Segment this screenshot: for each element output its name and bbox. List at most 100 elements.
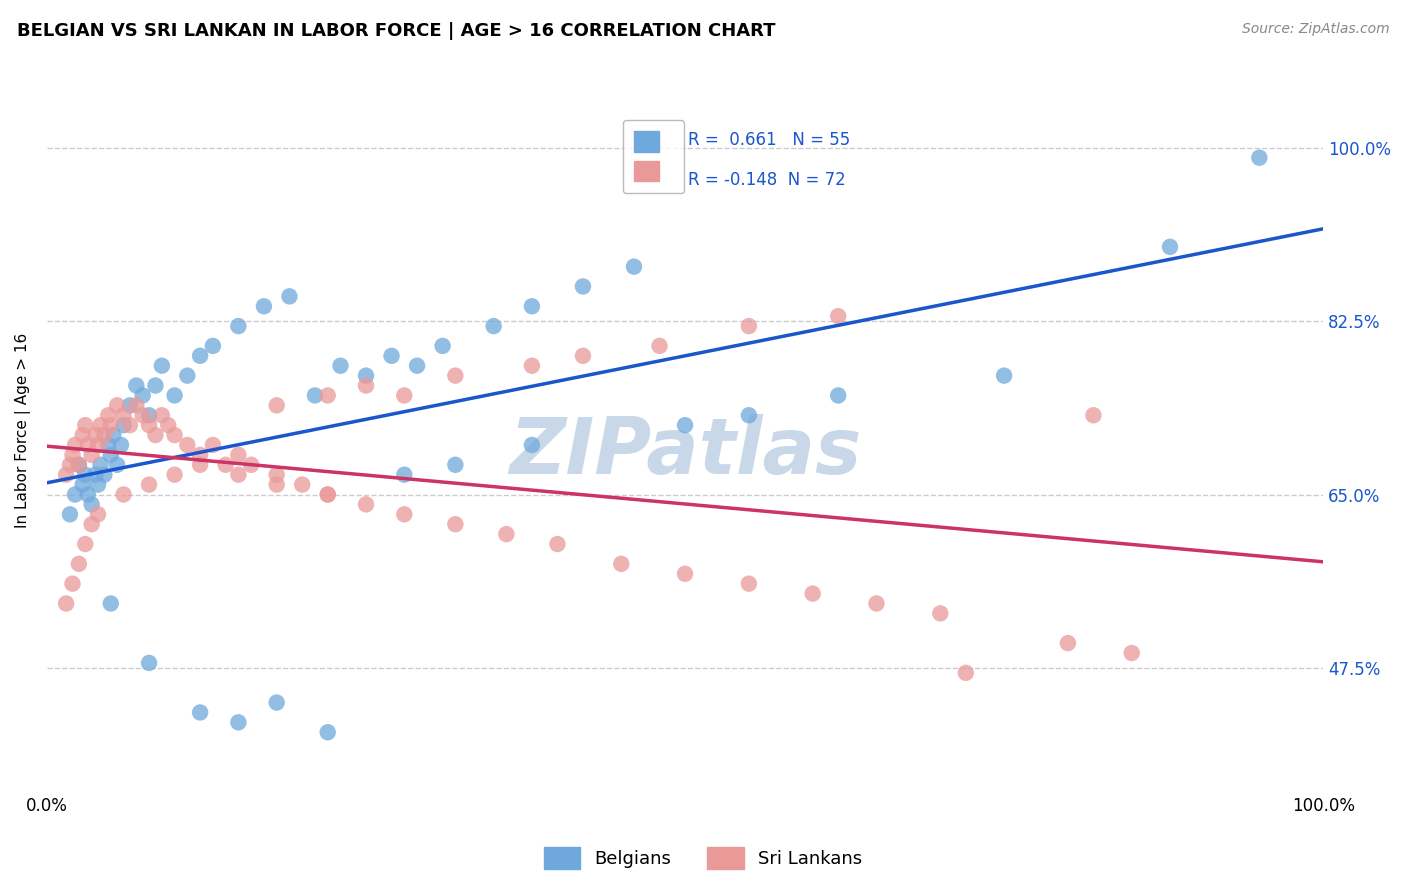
Point [145, 378, 167, 392]
Point [125, 378, 148, 392]
Point [827, 309, 849, 323]
Point [97, 409, 120, 423]
Point [188, 448, 211, 462]
Point [228, 319, 250, 334]
Point [354, 497, 377, 511]
Point [610, 557, 633, 571]
Point [253, 299, 276, 313]
Point [495, 527, 517, 541]
Point [118, 398, 141, 412]
Point [84, 467, 107, 482]
Text: BELGIAN VS SRI LANKAN IN LABOR FORCE | AGE > 16 CORRELATION CHART: BELGIAN VS SRI LANKAN IN LABOR FORCE | A… [17, 22, 775, 40]
Point [444, 517, 467, 532]
Point [80, 517, 103, 532]
Text: Source: ZipAtlas.com: Source: ZipAtlas.com [1241, 22, 1389, 37]
Point [110, 438, 132, 452]
Point [93, 467, 115, 482]
Point [520, 299, 543, 313]
Point [188, 706, 211, 720]
Point [97, 438, 120, 452]
Point [827, 388, 849, 402]
Point [546, 537, 568, 551]
Point [278, 289, 301, 303]
Point [103, 428, 125, 442]
Point [482, 319, 505, 334]
Text: R =  0.661   N = 55: R = 0.661 N = 55 [688, 131, 849, 149]
Point [329, 359, 352, 373]
Point [240, 458, 263, 472]
Point [623, 260, 645, 274]
Point [63, 487, 86, 501]
Point [316, 487, 339, 501]
Point [67, 458, 90, 472]
Point [266, 696, 288, 710]
Point [394, 508, 416, 522]
Point [138, 409, 160, 423]
Point [138, 477, 160, 491]
Point [90, 458, 112, 472]
Point [100, 448, 122, 462]
Point [72, 477, 94, 491]
Point [87, 477, 110, 491]
Point [444, 368, 467, 383]
Text: R = -0.148  N = 72: R = -0.148 N = 72 [688, 170, 845, 188]
Point [176, 368, 198, 383]
Point [228, 448, 250, 462]
Point [93, 428, 115, 442]
Point [738, 576, 761, 591]
Point [354, 378, 377, 392]
Point [1057, 636, 1080, 650]
Point [865, 597, 887, 611]
Point [131, 409, 153, 423]
Point [59, 508, 82, 522]
Point [55, 467, 77, 482]
Point [176, 438, 198, 452]
Point [145, 428, 167, 442]
Point [266, 467, 288, 482]
Point [738, 319, 761, 334]
Point [118, 418, 141, 433]
Point [572, 349, 595, 363]
Point [90, 418, 112, 433]
Point [380, 349, 402, 363]
Point [432, 339, 454, 353]
Text: ZIPatlas: ZIPatlas [509, 414, 862, 490]
Point [112, 409, 135, 423]
Point [955, 665, 977, 680]
Point [76, 438, 98, 452]
Point [105, 398, 128, 412]
Point [993, 368, 1015, 383]
Point [75, 537, 97, 551]
Point [131, 388, 153, 402]
Point [214, 458, 236, 472]
Point [75, 418, 97, 433]
Point [520, 438, 543, 452]
Point [316, 487, 339, 501]
Point [291, 477, 314, 491]
Y-axis label: In Labor Force | Age > 16: In Labor Force | Age > 16 [15, 333, 31, 528]
Point [87, 508, 110, 522]
Point [150, 409, 173, 423]
Point [929, 607, 952, 621]
Point [63, 438, 86, 452]
Point [648, 339, 671, 353]
Point [201, 339, 224, 353]
Point [188, 349, 211, 363]
Point [84, 428, 107, 442]
Point [572, 279, 595, 293]
Point [67, 458, 90, 472]
Point [150, 359, 173, 373]
Point [801, 586, 824, 600]
Point [157, 418, 180, 433]
Point [1083, 409, 1105, 423]
Point [228, 467, 250, 482]
Point [80, 497, 103, 511]
Point [228, 715, 250, 730]
Point [444, 458, 467, 472]
Point [100, 597, 122, 611]
Point [163, 428, 186, 442]
Point [266, 477, 288, 491]
Point [67, 557, 90, 571]
Point [316, 388, 339, 402]
Point [112, 418, 135, 433]
